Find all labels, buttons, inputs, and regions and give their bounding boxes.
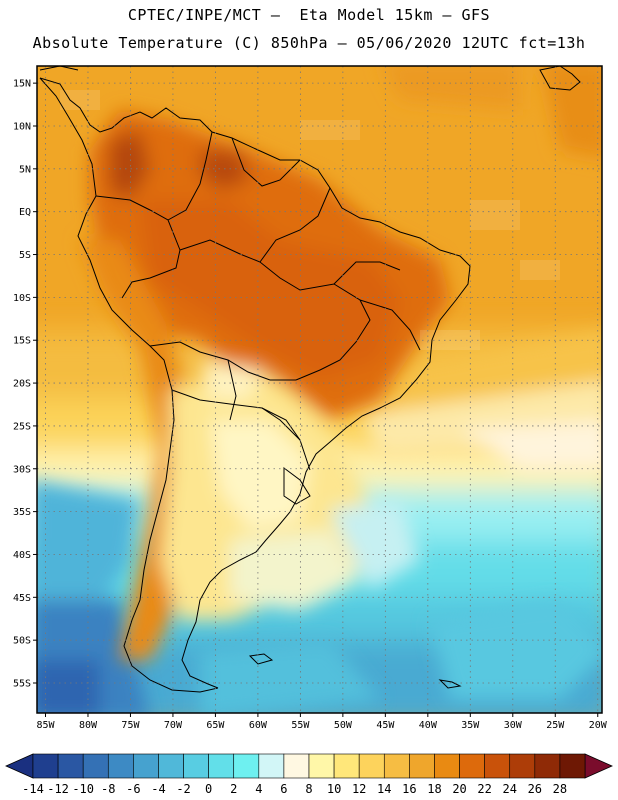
lon-tick-label: 60W	[249, 720, 268, 731]
colorbar-label: 8	[305, 782, 312, 796]
colorbar-swatch	[107, 753, 134, 779]
latitude-axis: 15N 10N 5N EQ 5S 10S 15S 20S 25S 30S 35S 40S 45S 50S 5…	[13, 79, 37, 690]
lat-tick-label: 20S	[13, 379, 31, 390]
lon-tick-label: 35W	[461, 720, 480, 731]
colorbar-swatch	[484, 753, 511, 779]
colorbar-swatch	[459, 753, 485, 779]
colorbar-swatch	[534, 753, 561, 779]
lon-tick-label: 25W	[546, 720, 565, 731]
colorbar-label: -14	[22, 782, 44, 796]
colorbar-label: 10	[327, 782, 341, 796]
lat-tick-label: 35S	[13, 507, 31, 518]
colorbar-swatch	[158, 753, 184, 779]
temperature-field	[37, 66, 602, 713]
lat-tick-label: 50S	[13, 636, 31, 647]
colorbar-label: 26	[528, 782, 542, 796]
colorbar-label: 16	[402, 782, 416, 796]
lat-tick-label: 45S	[13, 593, 31, 604]
lat-tick-label: 40S	[13, 550, 31, 561]
lon-tick-label: 75W	[121, 720, 140, 731]
lat-tick-label: 5S	[19, 250, 31, 261]
colorbar-swatch	[32, 753, 59, 779]
lat-tick-label: 55S	[13, 679, 31, 690]
lon-tick-label: 40W	[419, 720, 438, 731]
map-frame	[36, 65, 603, 714]
chart-title-model: CPTEC/INPE/MCT – Eta Model 15km – GFS	[127, 6, 491, 24]
lon-tick-label: 55W	[291, 720, 310, 731]
colorbar-label: -10	[72, 782, 94, 796]
colorbar-label: 20	[452, 782, 466, 796]
lon-tick-label: 30W	[504, 720, 523, 731]
colorbar-swatch	[409, 753, 435, 779]
lat-tick-label: 10N	[13, 121, 31, 132]
colorbar-label: -6	[126, 782, 140, 796]
colorbar-swatch	[434, 753, 460, 779]
colorbar-swatch	[383, 753, 410, 779]
lon-tick-label: 80W	[79, 720, 98, 731]
colorbar-swatch	[358, 753, 385, 779]
colorbar-label: 12	[352, 782, 366, 796]
colorbar-swatch	[333, 753, 360, 779]
colorbar-swatch	[208, 753, 235, 779]
lon-tick-label: 70W	[164, 720, 183, 731]
colorbar-label: -4	[151, 782, 165, 796]
lat-tick-label: 15S	[13, 336, 31, 347]
colorbar-label: 18	[427, 782, 441, 796]
lon-tick-label: 50W	[334, 720, 353, 731]
colorbar-swatch	[183, 753, 209, 779]
coastlines	[39, 66, 581, 693]
lon-tick-label: 65W	[206, 720, 225, 731]
colorbar-swatch	[308, 753, 335, 779]
lat-tick-label: 15N	[13, 79, 31, 90]
gridlines	[37, 66, 602, 713]
longitude-axis: 85W 80W 75W 70W 65W 60W 55W 50W 45W 40W 35W 30W 25W 2…	[36, 713, 608, 731]
colorbar-label: 2	[230, 782, 237, 796]
colorbar-over-arrow	[584, 753, 613, 779]
colorbar-label: 0	[205, 782, 212, 796]
colorbar-label: 24	[503, 782, 517, 796]
colorbar-swatch	[559, 753, 586, 779]
colorbar-label: 4	[255, 782, 262, 796]
colorbar-label: 14	[377, 782, 391, 796]
colorbar-under-arrow	[5, 753, 34, 779]
colorbar-swatch	[283, 753, 310, 779]
lat-tick-label: 30S	[13, 464, 31, 475]
lat-tick-label: 10S	[13, 293, 31, 304]
colorbar-label: -8	[101, 782, 115, 796]
lon-tick-label: 85W	[36, 720, 55, 731]
colorbar-label: -12	[47, 782, 69, 796]
colorbar-swatch	[233, 753, 260, 779]
lon-tick-label: 20W	[589, 720, 608, 731]
colorbar-label: 28	[553, 782, 567, 796]
colorbar-swatch	[133, 753, 159, 779]
colorbar-label: -2	[176, 782, 190, 796]
lon-tick-label: 45W	[376, 720, 395, 731]
colorbar: -14 -12 -10 -8 -6 -4 -2 0 2 4 6 8 10 12 14 16 18 20 22 24 26…	[5, 753, 613, 796]
lat-tick-label: 25S	[13, 421, 31, 432]
colorbar-swatch	[57, 753, 84, 779]
colorbar-label: 22	[477, 782, 491, 796]
lat-tick-label: 5N	[19, 164, 31, 175]
colorbar-label: 6	[280, 782, 287, 796]
colorbar-swatch	[82, 753, 109, 779]
colorbar-swatch	[258, 753, 285, 779]
colorbar-swatch	[509, 753, 536, 779]
chart-title-field: Absolute Temperature (C) 850hPa – 05/06/…	[32, 34, 586, 52]
lat-tick-label: EQ	[19, 207, 31, 218]
